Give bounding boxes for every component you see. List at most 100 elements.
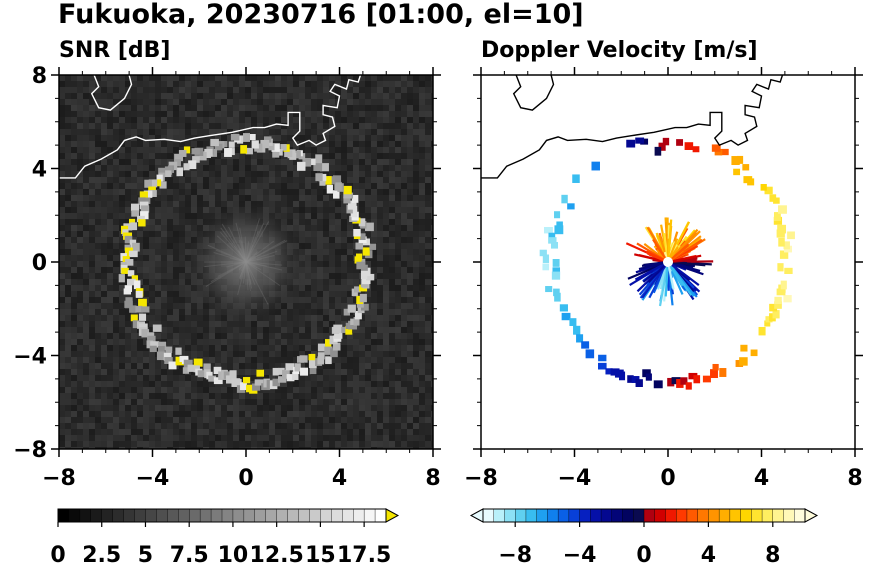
snr-noise-cell — [161, 279, 167, 285]
snr-noise-cell — [233, 171, 239, 177]
snr-noise-cell — [305, 405, 311, 411]
snr-noise-cell — [413, 243, 419, 249]
snr-noise-cell — [281, 81, 287, 87]
snr-noise-cell — [155, 321, 161, 327]
snr-noise-cell — [113, 81, 119, 87]
snr-noise-cell — [425, 303, 431, 309]
snr-noise-cell — [101, 195, 107, 201]
snr-noise-cell — [395, 267, 401, 273]
snr-noise-cell — [173, 399, 179, 405]
snr-noise-cell — [149, 273, 155, 279]
snr-noise-cell — [71, 153, 77, 159]
snr-noise-cell — [65, 297, 71, 303]
snr-noise-cell — [113, 177, 119, 183]
snr-noise-cell — [173, 339, 179, 345]
snr-noise-cell — [287, 123, 293, 129]
snr-noise-cell — [407, 309, 413, 315]
snr-noise-cell — [329, 309, 335, 315]
snr-echo-cell — [203, 363, 211, 373]
snr-noise-cell — [257, 375, 263, 381]
snr-colorbar-tick-label: 2.5 — [82, 543, 121, 568]
snr-noise-cell — [59, 165, 65, 171]
snr-noise-cell — [377, 117, 383, 123]
snr-noise-cell — [59, 387, 65, 393]
snr-noise-cell — [137, 75, 143, 81]
snr-noise-cell — [329, 303, 335, 309]
snr-echo-cell — [168, 361, 177, 370]
snr-noise-cell — [293, 327, 299, 333]
snr-noise-cell — [329, 99, 335, 105]
snr-noise-cell — [59, 393, 65, 399]
snr-noise-cell — [341, 369, 347, 375]
snr-noise-cell — [125, 141, 131, 147]
snr-noise-cell — [113, 273, 119, 279]
snr-noise-cell — [179, 291, 185, 297]
snr-noise-cell — [227, 423, 233, 429]
snr-noise-cell — [383, 153, 389, 159]
snr-noise-cell — [107, 279, 113, 285]
snr-noise-cell — [209, 315, 215, 321]
snr-noise-cell — [419, 351, 425, 357]
snr-noise-cell — [371, 321, 377, 327]
snr-noise-cell — [137, 333, 143, 339]
snr-noise-cell — [143, 363, 149, 369]
snr-noise-cell — [71, 393, 77, 399]
snr-noise-cell — [95, 159, 101, 165]
snr-noise-cell — [161, 129, 167, 135]
snr-noise-cell — [71, 225, 77, 231]
snr-noise-cell — [179, 393, 185, 399]
snr-noise-cell — [173, 141, 179, 147]
snr-noise-cell — [299, 297, 305, 303]
snr-noise-cell — [383, 285, 389, 291]
snr-noise-cell — [371, 441, 377, 447]
snr-noise-cell — [65, 345, 71, 351]
snr-noise-cell — [269, 399, 275, 405]
snr-noise-cell — [425, 399, 431, 405]
velocity-echo-cell — [737, 155, 744, 164]
snr-noise-cell — [293, 189, 299, 195]
snr-noise-cell — [413, 393, 419, 399]
snr-noise-cell — [257, 405, 263, 411]
snr-noise-cell — [299, 201, 305, 207]
velocity-colorbar-segment — [729, 508, 742, 523]
snr-noise-cell — [107, 309, 113, 315]
snr-noise-cell — [191, 183, 197, 189]
snr-noise-cell — [113, 321, 119, 327]
snr-noise-cell — [167, 411, 173, 417]
snr-noise-cell — [137, 411, 143, 417]
snr-noise-cell — [407, 375, 413, 381]
velocity-colorbar-segment — [536, 508, 549, 523]
snr-noise-cell — [215, 105, 221, 111]
velocity-echo-cell — [548, 237, 557, 244]
snr-noise-cell — [107, 93, 113, 99]
snr-noise-cell — [113, 195, 119, 201]
snr-noise-cell — [371, 285, 377, 291]
velocity-colorbar-segment — [547, 508, 559, 523]
snr-noise-cell — [419, 333, 425, 339]
snr-noise-cell — [149, 147, 155, 153]
snr-noise-cell — [149, 219, 155, 225]
snr-noise-cell — [137, 405, 143, 411]
snr-colorbar-tick-label: 5 — [138, 543, 153, 568]
snr-noise-cell — [83, 213, 89, 219]
snr-noise-cell — [275, 183, 281, 189]
snr-panel-title: SNR [dB] — [59, 38, 170, 63]
snr-noise-cell — [107, 291, 113, 297]
snr-noise-cell — [233, 447, 239, 449]
snr-noise-cell — [89, 213, 95, 219]
snr-noise-cell — [95, 225, 101, 231]
snr-noise-cell — [383, 363, 389, 369]
snr-noise-cell — [89, 255, 95, 261]
snr-noise-cell — [71, 249, 77, 255]
snr-noise-cell — [419, 267, 425, 273]
snr-noise-cell — [233, 159, 239, 165]
snr-noise-cell — [329, 81, 335, 87]
snr-noise-cell — [377, 201, 383, 207]
snr-noise-cell — [89, 387, 95, 393]
snr-noise-cell — [335, 297, 341, 303]
snr-noise-cell — [203, 165, 209, 171]
snr-noise-cell — [203, 129, 209, 135]
snr-noise-cell — [167, 381, 173, 387]
snr-noise-cell — [179, 159, 185, 165]
snr-noise-cell — [113, 405, 119, 411]
